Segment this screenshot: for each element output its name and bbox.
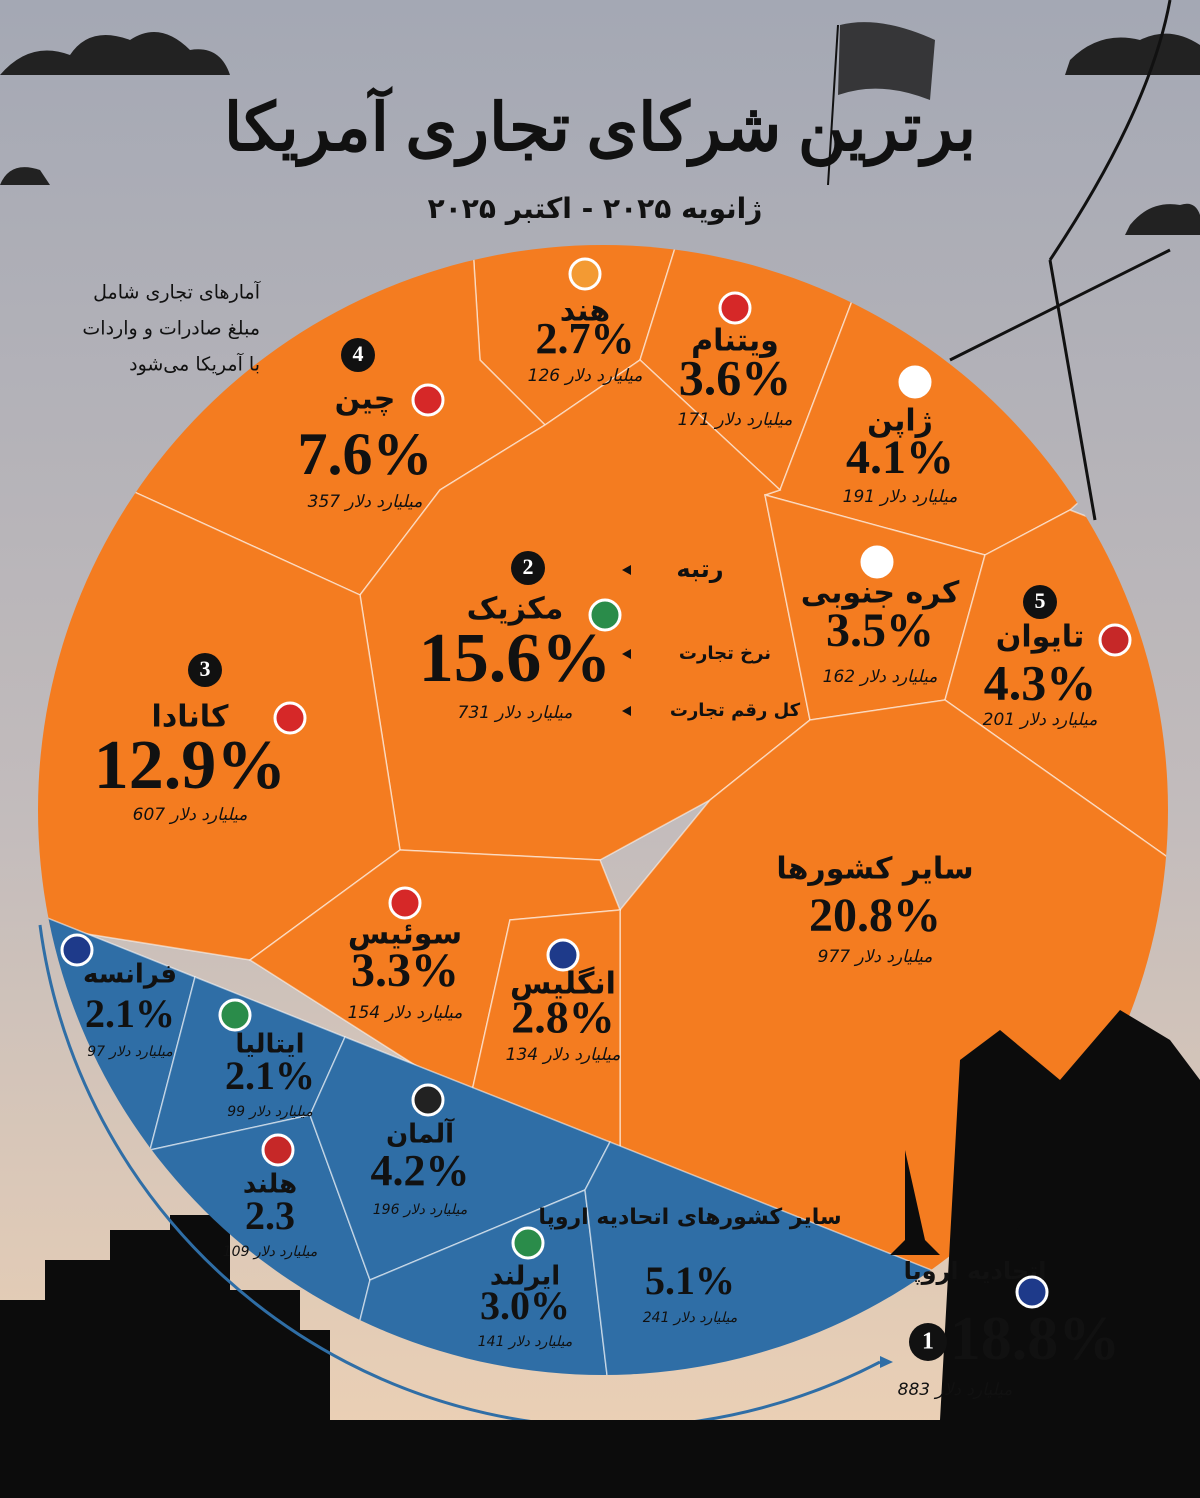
cell-share: 4.2% [371, 1146, 470, 1195]
cell-share: 7.6% [298, 421, 433, 487]
legend-arrow [622, 649, 631, 659]
cell-share: 3.6% [679, 349, 792, 405]
cell-name: ویتنام [691, 324, 779, 359]
note-line: آمارهای تجاری شامل [93, 280, 261, 304]
flag [568, 257, 602, 291]
cell-share: 3.3% [351, 944, 459, 997]
cell-amount: 171 میلیارد دلار [678, 410, 793, 430]
skyline [0, 1215, 330, 1498]
rank: 4 [353, 341, 364, 366]
cell-amount: 241 میلیارد دلار [643, 1310, 738, 1326]
cranes [330, 1010, 1200, 1498]
clouds [0, 32, 1200, 235]
rank-badge [341, 338, 375, 372]
cell-amount: 99 میلیارد دلار [227, 1104, 313, 1120]
cell-name: هند [560, 294, 610, 329]
cell-share: 4.1% [846, 431, 954, 484]
flag [1098, 623, 1132, 657]
cell-name: ایرلند [490, 1262, 560, 1292]
cell-share: 12.9% [94, 727, 287, 804]
rank: 2 [523, 554, 534, 579]
flag [411, 383, 445, 417]
flag [511, 1226, 545, 1260]
flag [218, 998, 252, 1032]
cell-amount: 196 میلیارد دلار [373, 1202, 468, 1218]
flag [898, 365, 932, 399]
legend-label: رتبه [676, 555, 723, 583]
cell-name: کانادا [152, 700, 229, 735]
cell-share: 3.0% [480, 1283, 570, 1328]
cell-name: سایر کشورهای اتحادیه اروپا [538, 1205, 841, 1230]
rank: 1 [922, 1329, 934, 1355]
cell-name: هلند [243, 1170, 297, 1200]
cell-name: ژاپن [867, 404, 933, 439]
flag [388, 886, 422, 920]
flag-pole [827, 0, 1172, 521]
flag [588, 598, 622, 632]
cell-name: فرانسه [83, 960, 177, 990]
flag [411, 1083, 445, 1117]
cell-share: 2.1% [85, 991, 175, 1036]
cell-amount: 191 میلیارد دلار [843, 487, 958, 507]
eu-bracket [38, 924, 881, 1429]
flag [1015, 1275, 1049, 1309]
cell-name: سایر کشورها [776, 852, 973, 887]
cell-amount: 141 میلیارد دلار [478, 1334, 573, 1350]
cell-name: مکزیک [467, 592, 564, 627]
cell-amount: 731 میلیارد دلار [458, 703, 573, 723]
rank: 3 [200, 656, 211, 681]
cell-amount: 977 میلیارد دلار [818, 947, 933, 967]
cell-amount: 126 میلیارد دلار [528, 366, 643, 386]
cell-share: 20.8% [809, 889, 941, 942]
note-line: با آمریکا می‌شود [129, 352, 260, 376]
cell-name: تایوان [996, 620, 1085, 655]
cell-amount: 109 میلیارد دلار [223, 1244, 318, 1260]
cell-share: 5.1% [645, 1258, 735, 1303]
eu-arrow [880, 1356, 893, 1368]
eu-share: 18.8% [950, 1305, 1121, 1373]
cell-amount: 607 میلیارد دلار [133, 805, 248, 825]
rank-badge [511, 551, 545, 585]
cell-amount: 97 میلیارد دلار [87, 1044, 173, 1060]
flag [273, 701, 307, 735]
cell-name: آلمان [386, 1118, 455, 1150]
rank-badge [188, 653, 222, 687]
cell-amount: 357 میلیارد دلار [308, 492, 423, 512]
flag [860, 545, 894, 579]
title: برترین شرکای تجاری آمریکا [224, 85, 976, 168]
cell-share: 2.1% [225, 1053, 315, 1098]
cell-amount: 201 میلیارد دلار [983, 710, 1098, 730]
rank-badge [909, 1323, 947, 1361]
legend-arrow [622, 706, 631, 716]
eu-amount: 883 میلیارد دلار [898, 1380, 1013, 1400]
legend-label: نرخ تجارت [679, 643, 771, 664]
cell-amount: 154 میلیارد دلار [348, 1003, 463, 1023]
cell-name: چین [335, 382, 396, 417]
legend-arrow [622, 565, 631, 575]
rank-badge [1023, 585, 1057, 619]
rank: 5 [1035, 588, 1046, 613]
cell-share: 4.3% [984, 654, 1097, 710]
legend-label: کل رقم تجارت [670, 700, 801, 721]
flag [718, 291, 752, 325]
cell-share: 2.8% [511, 992, 615, 1043]
flag [60, 933, 94, 967]
flag [546, 938, 580, 972]
cell-name: کره جنوبی [801, 576, 960, 611]
cell-amount: 134 میلیارد دلار [506, 1045, 621, 1065]
cell-share: 2.7% [536, 314, 635, 363]
subtitle: ژانویه ۲۰۲۵ - اکتبر ۲۰۲۵ [428, 192, 763, 225]
cell-share: 15.6% [419, 620, 612, 697]
flag [261, 1133, 295, 1167]
cell-name: ایتالیا [235, 1030, 304, 1060]
cell-name: سوئیس [348, 917, 462, 952]
cell-share: 2.3 [245, 1193, 295, 1238]
note-line: مبلغ صادرات و واردات [82, 318, 260, 340]
cell-amount: 162 میلیارد دلار [823, 667, 938, 687]
cell-share: 3.5% [826, 604, 934, 657]
